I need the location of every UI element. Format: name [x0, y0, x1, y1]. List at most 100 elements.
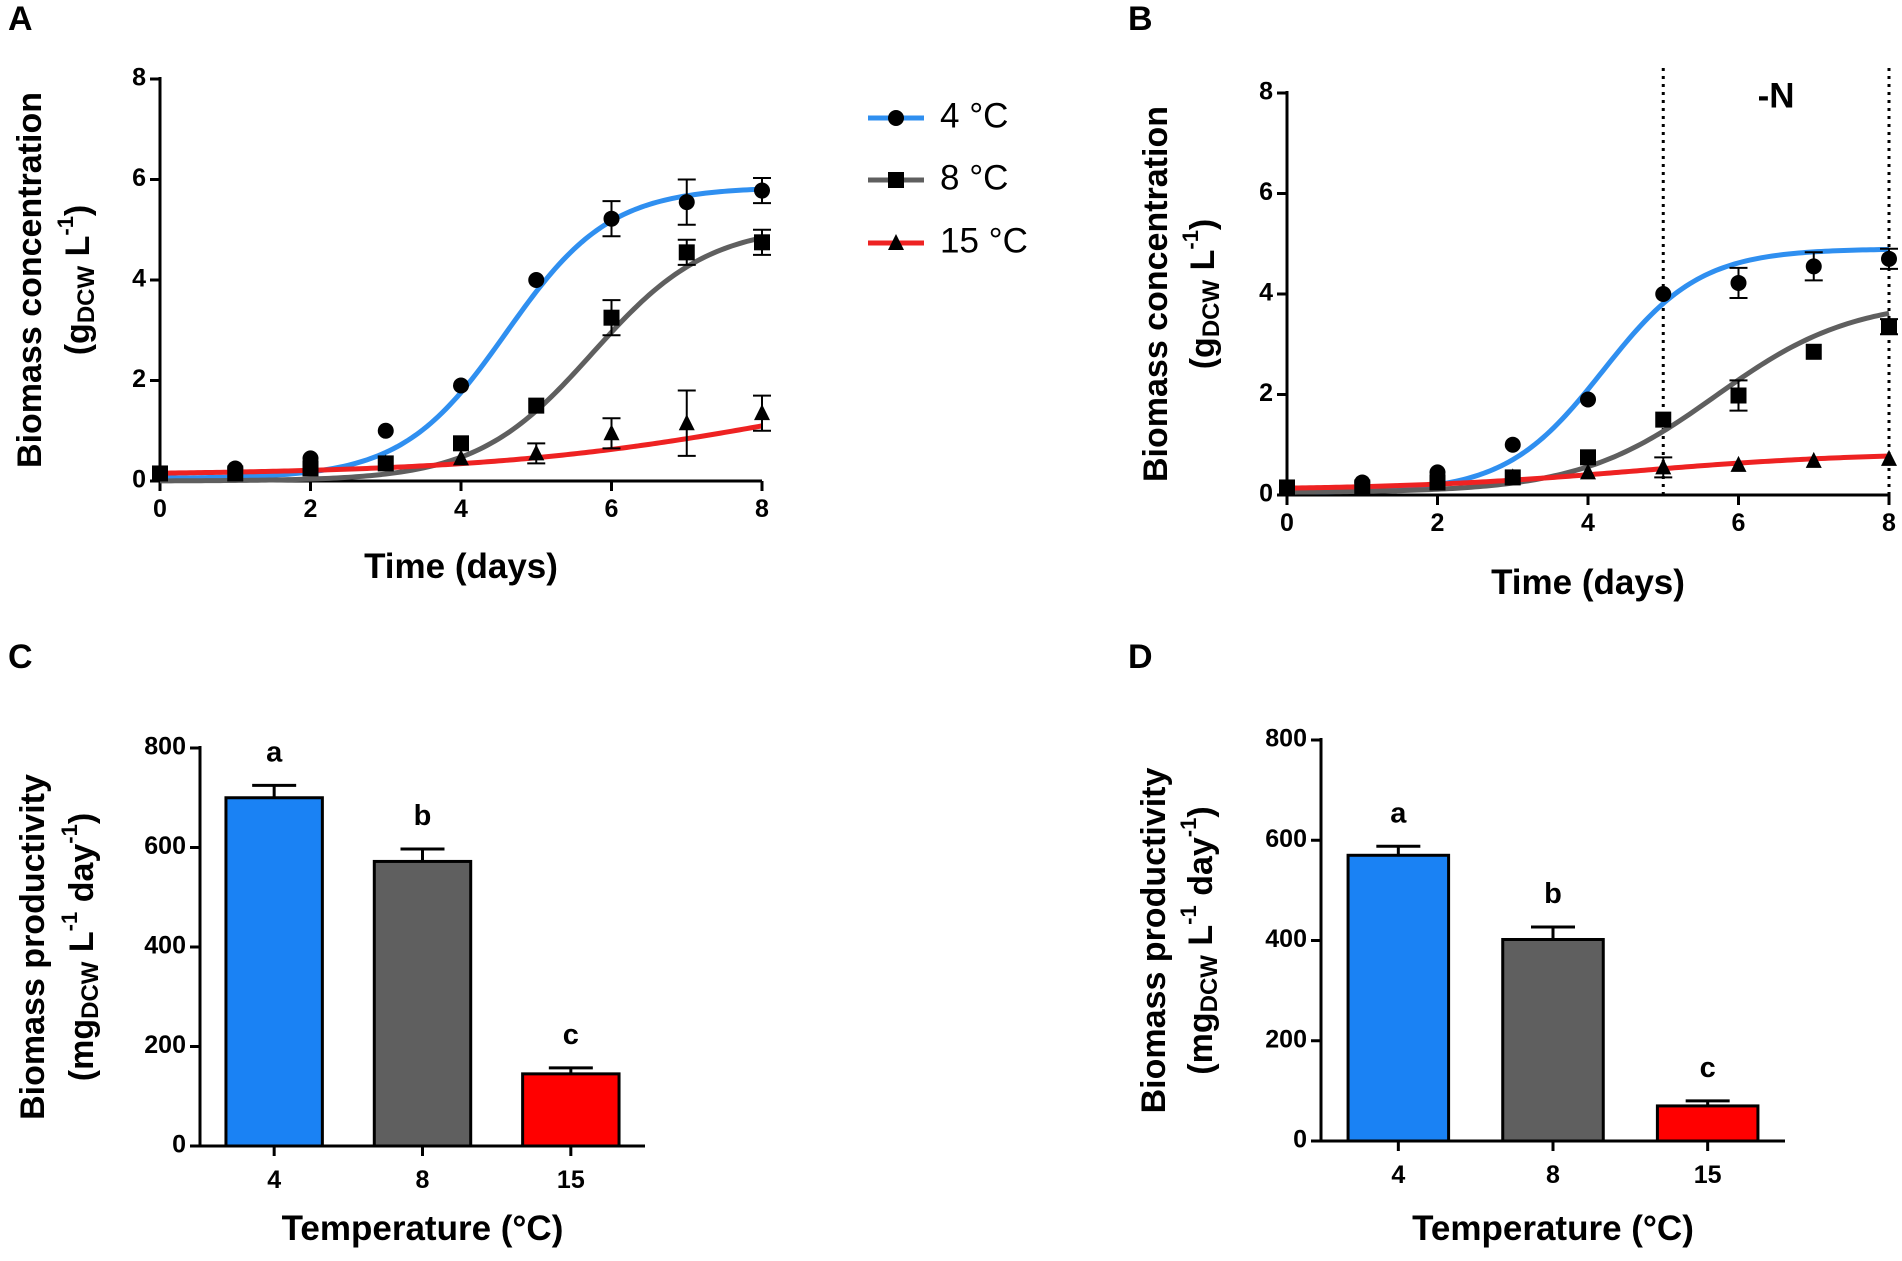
ylabel-superscript: -1 — [1178, 230, 1203, 250]
y-axis-title: Biomass concentration (gDCW L-1) — [11, 92, 100, 468]
legend-label: 4 °C — [940, 96, 1008, 135]
x-tick-label: 4 — [267, 1166, 281, 1194]
x-axis-title: Time (days) — [1491, 563, 1685, 602]
data-point-circle — [377, 422, 394, 439]
y-tick-label: 0 — [172, 1131, 186, 1159]
x-tick-label: 8 — [755, 495, 769, 523]
significance-letter: a — [1390, 797, 1407, 829]
y-tick-label: 600 — [144, 832, 186, 860]
x-axis-title: Time (days) — [364, 547, 558, 586]
data-point-triangle — [453, 449, 469, 466]
data-point-circle — [603, 210, 620, 227]
y-tick-label: 200 — [1265, 1025, 1307, 1053]
y-axis-title-line1: Biomass productivity — [14, 774, 52, 1120]
panel-A: A 0 2 4 6 8 Biomass concentration (gDCW L-1) Tim… — [8, 0, 771, 586]
y-tick-label: 2 — [132, 365, 146, 393]
bar-8 — [372, 859, 473, 1148]
data-point-circle — [1655, 286, 1672, 302]
data-point-square — [888, 172, 904, 188]
data-point-triangle — [1881, 449, 1897, 466]
significance-letter: a — [266, 736, 283, 768]
data-point-triangle — [227, 464, 244, 481]
y-tick-label: 800 — [1265, 725, 1307, 753]
fit-curve-0 — [159, 186, 763, 481]
y-axis-title-line1: Biomass concentration — [1137, 106, 1175, 482]
y-tick-label: 0 — [132, 466, 146, 494]
panel-D: D 0 200 400 600 800 Biomass productivity (mgDCW… — [1128, 638, 1785, 1248]
annotation-label: -N — [1758, 76, 1795, 115]
ylabel-superscript: -1 — [1176, 905, 1201, 925]
data-point-circle — [888, 110, 904, 126]
data-point-square — [1881, 318, 1897, 335]
data-point-triangle — [1504, 468, 1521, 485]
y-tick-label: 4 — [132, 265, 146, 293]
x-tick-label: 6 — [605, 495, 619, 523]
data-point-square — [1730, 387, 1747, 404]
data-point-triangle — [377, 454, 394, 471]
ylabel-suffix: ) — [1182, 806, 1220, 817]
data-point-triangle — [678, 414, 695, 431]
y-axis-title: Biomass concentration (gDCW L-1) — [1137, 106, 1225, 482]
data-point-circle — [1504, 436, 1521, 453]
legend-item-1: 8 °C — [868, 158, 1008, 197]
y-axis-title-line2: (mgDCW L-1 day-1) — [1176, 806, 1224, 1074]
ylabel-unit: L — [59, 236, 97, 266]
bar-15 — [521, 1072, 621, 1148]
data-point-square — [528, 397, 545, 414]
data-point-circle — [754, 182, 770, 199]
data-point-circle — [1805, 258, 1822, 275]
y-tick-label: 400 — [1265, 925, 1307, 953]
y-tick-label: 6 — [1259, 178, 1273, 206]
x-tick-label: 4 — [454, 495, 468, 523]
data-point-triangle — [528, 444, 545, 461]
series-2 — [1279, 449, 1897, 495]
data-point-square — [1580, 449, 1596, 466]
data-point-triangle — [603, 424, 620, 441]
data-point-triangle — [754, 404, 770, 421]
series-2 — [152, 389, 771, 481]
data-point-square — [1805, 343, 1822, 360]
data-point-triangle — [1354, 478, 1371, 495]
data-point-circle — [528, 272, 545, 288]
y-tick-label: 600 — [1265, 825, 1307, 853]
y-tick-label: 6 — [132, 164, 146, 192]
ylabel-subscript: DCW — [1196, 955, 1223, 1013]
data-point-square — [453, 435, 469, 452]
ylabel-suffix: ) — [1184, 219, 1222, 230]
bar-4 — [224, 796, 324, 1148]
y-axis-title: Biomass productivity (mgDCW L-1 day-1) — [14, 774, 104, 1120]
legend-label: 15 °C — [940, 221, 1028, 260]
y-axis-title-line1: Biomass concentration — [11, 92, 49, 468]
x-tick-label: 0 — [1280, 509, 1294, 537]
ylabel-superscript: -1 — [57, 912, 82, 932]
significance-letter: c — [563, 1019, 579, 1051]
data-point-square — [754, 234, 770, 251]
legend-label: 8 °C — [940, 158, 1008, 197]
data-point-circle — [678, 194, 695, 211]
series-1 — [152, 228, 771, 482]
data-point-triangle — [888, 234, 904, 250]
y-tick-label: 8 — [132, 64, 146, 92]
y-tick-label: 0 — [1259, 480, 1273, 508]
series-0 — [152, 176, 771, 482]
y-tick-label: 200 — [144, 1031, 186, 1059]
data-point-triangle — [152, 464, 168, 481]
bar-15 — [1655, 1104, 1760, 1143]
ylabel-prefix: (mg — [1182, 1012, 1220, 1074]
x-tick-label: 4 — [1391, 1161, 1405, 1189]
significance-letter: b — [1544, 878, 1562, 910]
panel-letter: D — [1128, 638, 1153, 676]
data-point-triangle — [302, 459, 319, 476]
x-tick-label: 8 — [1546, 1161, 1560, 1189]
data-point-triangle — [1805, 451, 1822, 468]
y-tick-label: 2 — [1259, 379, 1273, 407]
panel-letter: A — [8, 0, 33, 38]
x-tick-label: 15 — [557, 1166, 585, 1194]
ylabel-subscript: DCW — [1198, 280, 1225, 338]
x-tick-label: 4 — [1581, 509, 1595, 537]
ylabel-superscript2: -1 — [1176, 818, 1201, 838]
data-point-square — [1655, 411, 1672, 428]
ylabel-prefix: (g — [1184, 337, 1222, 369]
